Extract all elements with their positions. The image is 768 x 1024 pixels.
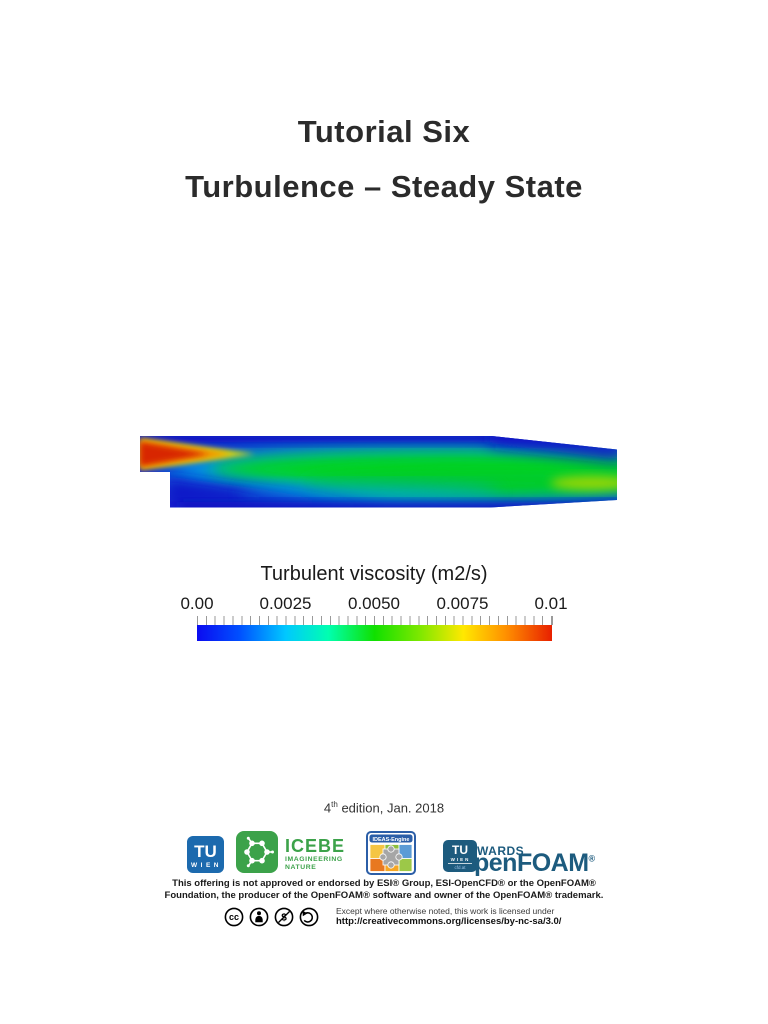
- edition-text: edition, Jan. 2018: [337, 800, 445, 816]
- colorbar-gradient: [197, 625, 552, 641]
- openfoam-logo-wards: WARDS: [477, 844, 525, 858]
- openfoam-logo-penfoam: penFOAM: [474, 849, 589, 877]
- license-text: Except where otherwise noted, this work …: [336, 906, 555, 916]
- badge-cfd-at: cfd.at: [454, 865, 466, 870]
- license-url[interactable]: http://creativecommons.org/licenses/by-n…: [336, 916, 562, 927]
- dollar-slash-icon: $: [281, 913, 287, 924]
- colorbar-tick-label: 0.00: [180, 594, 214, 613]
- page-title: Tutorial Six: [297, 114, 471, 149]
- colorbar-title: Turbulent viscosity (m2/s): [260, 563, 488, 585]
- cc-license-icons: cc $: [224, 907, 319, 927]
- icebe-logo-tagline1: IMAGINEERING: [285, 856, 343, 863]
- ideas-engine-logo: IDEAS-Engine: [366, 831, 416, 875]
- share-alike-arrow-icon: [303, 912, 314, 923]
- badge-wien: WIEN: [451, 857, 471, 862]
- cfd-contour-figure: [140, 436, 618, 508]
- cc-icon-letters: cc: [229, 912, 239, 922]
- edition-ordinal-suffix: th: [331, 800, 338, 809]
- edition-number: 4: [323, 800, 332, 816]
- colorbar-tick-label: 0.01: [534, 594, 568, 613]
- person-icon: [255, 911, 263, 923]
- cc-nc-icon: [274, 907, 294, 927]
- tu-wien-logo: TU WIEN: [187, 836, 224, 873]
- page-subtitle: Turbulence – Steady State: [185, 169, 583, 204]
- disclaimer-line2: Foundation, the producer of the OpenFOAM…: [164, 890, 604, 901]
- cc-icon: [224, 907, 244, 927]
- colorbar-tick-label: 0.0075: [436, 594, 489, 613]
- icebe-logo-tagline2: NATURE: [285, 864, 317, 871]
- openfoam-logo-text: penFOAM®: [474, 849, 595, 878]
- tu-wien-logo-wien: WIEN: [191, 862, 222, 869]
- disclaimer-line1: This offering is not approved or endorse…: [172, 878, 596, 889]
- ideas-engine-banner: IDEAS-Engine: [373, 837, 410, 843]
- tu-wien-cfd-badge: TU WIEN cfd.at: [443, 840, 477, 872]
- edition-line: 4th edition, Jan. 2018: [0, 800, 768, 815]
- colorbar-tick-marks: [197, 616, 553, 625]
- colorbar-tick-label: 0.0050: [348, 594, 400, 613]
- openfoam-registered-mark: ®: [588, 853, 596, 864]
- colorbar-tick-label: 0.0025: [259, 594, 312, 613]
- badge-tu: TU: [452, 843, 468, 857]
- icebe-logo-icon: [236, 831, 278, 873]
- cc-sa-icon: [299, 907, 319, 927]
- icebe-logo-name: ICEBE: [285, 836, 346, 856]
- cfd-contour-svg: [140, 436, 617, 508]
- tu-wien-logo-tu: TU: [194, 842, 217, 861]
- cc-by-icon: [249, 907, 269, 927]
